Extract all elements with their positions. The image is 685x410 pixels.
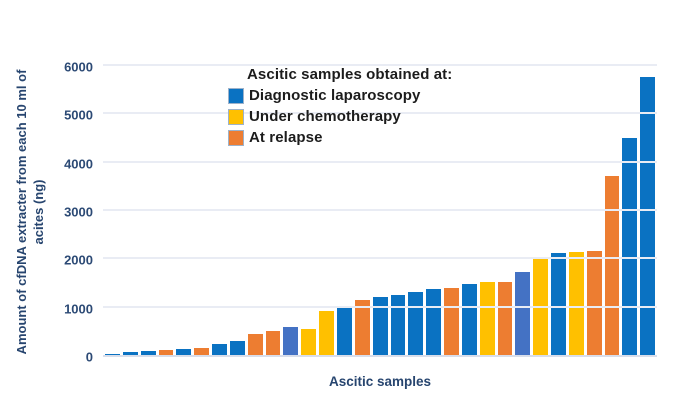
y-tick-label-3000: 3000 [64,204,93,220]
legend-entry-label: Diagnostic laparoscopy [249,87,421,104]
bar-21 [461,284,477,355]
bar-10 [265,330,281,355]
y-tick-label-5000: 5000 [64,107,93,123]
bar-9 [247,333,263,355]
bar-3 [140,351,156,355]
bar-20 [444,288,459,355]
bar-1 [105,353,120,355]
legend-title: Ascitic samples obtained at: [247,66,453,83]
bar-5 [176,348,192,355]
bar-series [103,67,657,355]
gridline-5000 [103,112,657,115]
gridline-2000 [103,257,657,260]
legend-swatch-orange-icon [228,129,244,146]
y-axis-title-line2: acites (ng) [30,179,46,245]
bar-6 [194,347,210,355]
bar-13 [319,311,334,355]
bar-11 [283,327,299,355]
bar-27 [568,252,584,355]
gridline-4000 [103,160,657,163]
bar-12 [301,328,317,355]
legend-swatch-yellow-icon [228,108,244,125]
bar-31 [640,77,656,355]
bar-18 [408,291,424,355]
legend-entry-3: At relapse [228,129,452,146]
y-tick-label-2000: 2000 [64,252,93,268]
bar-4 [158,349,174,355]
legend-entry-1: Diagnostic laparoscopy [228,87,452,104]
bar-24 [515,271,531,355]
bar-14 [336,306,352,355]
bar-28 [586,251,602,355]
bar-19 [426,289,442,355]
bar-7 [212,343,227,355]
gridline-3000 [103,209,657,211]
legend-entry-2: Under chemotherapy [228,108,452,125]
bar-30 [622,138,638,355]
bar-29 [604,176,620,355]
bar-23 [497,281,513,355]
y-tick-label-4000: 4000 [64,156,93,172]
y-axis-title-line1: Amount of cfDNA extracter from each 10 m… [14,69,29,355]
bar-22 [479,282,495,355]
bar-15 [354,299,370,355]
bar-16 [372,296,388,355]
bar-8 [229,340,245,355]
bar-26 [551,252,566,355]
bar-2 [122,352,138,355]
plot-area [103,64,657,357]
legend-swatch-blue-icon [228,87,244,104]
y-tick-label-0: 0 [85,349,93,365]
y-axis-title: Amount of cfDNA extracter from each 10 m… [14,57,52,367]
legend-entry-label: At relapse [249,129,323,146]
gridline-1000 [103,305,657,308]
legend: Ascitic samples obtained at: Diagnostic … [228,66,452,146]
legend-entries: Diagnostic laparoscopy Under chemotherapy… [228,87,452,146]
bar-17 [390,294,406,355]
y-tick-label-1000: 1000 [64,301,93,317]
x-axis-title: Ascitic samples [328,374,432,389]
y-tick-label-6000: 6000 [64,59,93,75]
gridline-6000 [103,64,657,66]
legend-entry-label: Under chemotherapy [249,108,401,125]
